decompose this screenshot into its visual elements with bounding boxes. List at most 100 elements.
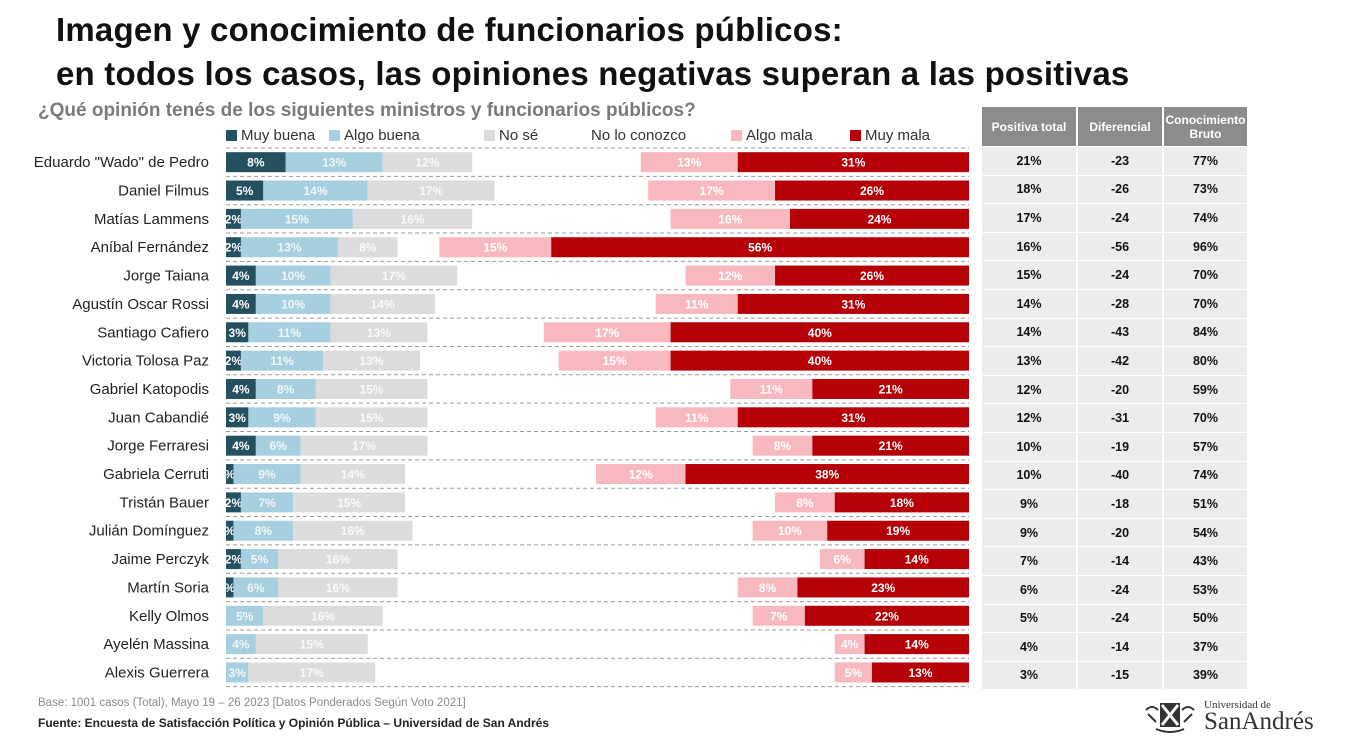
bar-algo-mala	[543, 322, 671, 343]
data-label-muy-buena: 2%	[225, 241, 243, 255]
cell-conocimiento-bruto: 77%	[1164, 147, 1247, 175]
bar-no-se	[278, 549, 398, 570]
table-row: 12% -31 70%	[982, 403, 1247, 432]
cell-conocimiento-bruto: 74%	[1164, 461, 1247, 490]
bar-algo-mala	[834, 634, 865, 655]
data-label-no-se: 15%	[359, 382, 383, 396]
chart-legend: Muy buena Algo buena No sé No lo conozco Alg…	[0, 127, 975, 145]
chart-question: ¿Qué opinión tenés de los siguientes min…	[38, 100, 696, 121]
data-label-muy-mala: 56%	[748, 241, 772, 255]
bar-muy-mala	[551, 237, 969, 258]
data-label-algo-buena: 13%	[277, 241, 301, 255]
table-row: 15% -24 70%	[982, 260, 1247, 289]
data-label-no-se: 17%	[300, 666, 324, 680]
cell-conocimiento-bruto: 80%	[1164, 347, 1247, 375]
bar-no-se	[248, 662, 376, 683]
cell-conocimiento-bruto: 74%	[1164, 204, 1247, 232]
category-label: Jorge Taiana	[123, 268, 209, 285]
bar-algo-mala	[752, 605, 805, 626]
cell-conocimiento-bruto: 53%	[1164, 575, 1247, 604]
data-label-algo-mala: 15%	[483, 241, 507, 255]
data-label-muy-mala: 40%	[808, 326, 832, 340]
bar-algo-mala	[819, 549, 865, 570]
bar-no-se	[315, 407, 428, 428]
cell-diferencial: -42	[1078, 347, 1164, 375]
cell-diferencial: -23	[1078, 147, 1164, 175]
cell-diferencial: -24	[1078, 261, 1164, 289]
data-label-muy-mala: 24%	[867, 212, 891, 226]
data-label-muy-mala: 13%	[908, 666, 932, 680]
bar-algo-buena	[255, 265, 331, 286]
data-label-muy-buena: %	[224, 468, 235, 482]
cell-conocimiento-bruto: 70%	[1164, 404, 1247, 432]
category-label: Tristán Bauer	[120, 494, 209, 511]
data-label-muy-mala: 40%	[808, 354, 832, 368]
data-label-algo-buena: 13%	[322, 156, 346, 170]
bar-algo-buena	[240, 237, 338, 258]
data-label-muy-mala: 31%	[841, 297, 865, 311]
table-row: 5% -24 50%	[982, 603, 1247, 633]
bar-algo-buena	[248, 407, 316, 428]
legend-item-muy-mala: Muy mala	[850, 127, 930, 144]
bar-muy-buena	[226, 492, 241, 513]
table-body: 21% -23 77% 18% -26 73% 17% -24 74% 16% -56 96% 15% -…	[982, 146, 1247, 690]
bar-algo-buena	[255, 293, 331, 314]
cell-positiva-total: 4%	[982, 633, 1078, 661]
data-label-muy-buena: 2%	[225, 553, 243, 567]
cell-diferencial: -28	[1078, 289, 1164, 318]
logo-text-big: SanAndrés	[1204, 708, 1314, 735]
bar-muy-buena	[226, 520, 234, 541]
table-row: 6% -24 53%	[982, 574, 1247, 604]
legend-label: No sé	[499, 127, 539, 144]
cell-diferencial: -24	[1078, 575, 1164, 604]
bar-algo-mala	[670, 208, 790, 229]
stacked-bar-chart: Eduardo "Wado" de Pedro 8% 13% 12% 13% 31% Dan…	[34, 147, 969, 688]
table-row: 7% -14 43%	[982, 546, 1247, 575]
bar-no-se	[300, 464, 406, 485]
data-label-algo-mala: 8%	[759, 581, 777, 595]
bar-algo-buena	[226, 634, 256, 655]
cell-positiva-total: 14%	[982, 318, 1078, 347]
data-label-muy-buena: 4%	[232, 382, 250, 396]
data-label-no-se: 17%	[352, 439, 376, 453]
table-row: 14% -28 70%	[982, 288, 1247, 318]
bar-muy-mala	[864, 634, 969, 655]
bar-algo-buena	[285, 152, 383, 173]
legend-label: Muy mala	[865, 127, 931, 144]
slide-title: Imagen y conocimiento de funcionarios pú…	[56, 8, 1129, 96]
bar-muy-buena	[226, 152, 286, 173]
cell-diferencial: -24	[1078, 204, 1164, 232]
bar-muy-mala	[834, 492, 969, 513]
bar-muy-buena	[226, 549, 241, 570]
category-label: Ayelén Massina	[103, 636, 209, 653]
bar-muy-buena	[226, 407, 249, 428]
bar-algo-mala	[640, 152, 738, 173]
data-label-algo-mala: 4%	[841, 638, 859, 652]
data-label-no-se: 16%	[326, 581, 350, 595]
cell-conocimiento-bruto: 59%	[1164, 375, 1247, 404]
cell-diferencial: -56	[1078, 232, 1164, 261]
bar-muy-mala	[872, 662, 969, 683]
legend-item-no-lo-conozco: No lo conozco	[591, 127, 686, 144]
bar-algo-mala	[775, 492, 835, 513]
data-label-algo-buena: 6%	[270, 439, 288, 453]
legend-swatch-algo-buena	[329, 130, 340, 141]
bar-algo-mala	[685, 265, 776, 286]
bar-no-se	[315, 378, 428, 399]
category-label: Jaime Perczyk	[111, 551, 209, 568]
coat-of-arms-icon	[1145, 703, 1195, 733]
table-row: 10% -19 57%	[982, 431, 1247, 461]
cell-positiva-total: 6%	[982, 575, 1078, 604]
bar-muy-buena	[226, 208, 241, 229]
legend-label: Algo mala	[746, 127, 813, 144]
data-label-no-se: 13%	[367, 326, 391, 340]
data-label-algo-mala: 12%	[718, 269, 742, 283]
bar-algo-buena	[226, 662, 249, 683]
data-label-algo-buena: 8%	[277, 382, 295, 396]
bar-muy-buena	[226, 293, 256, 314]
bar-no-se	[322, 350, 420, 371]
cell-diferencial: -20	[1078, 518, 1164, 547]
table-row: 18% -26 73%	[982, 174, 1247, 204]
cell-conocimiento-bruto: 54%	[1164, 518, 1247, 547]
cell-positiva-total: 12%	[982, 404, 1078, 432]
